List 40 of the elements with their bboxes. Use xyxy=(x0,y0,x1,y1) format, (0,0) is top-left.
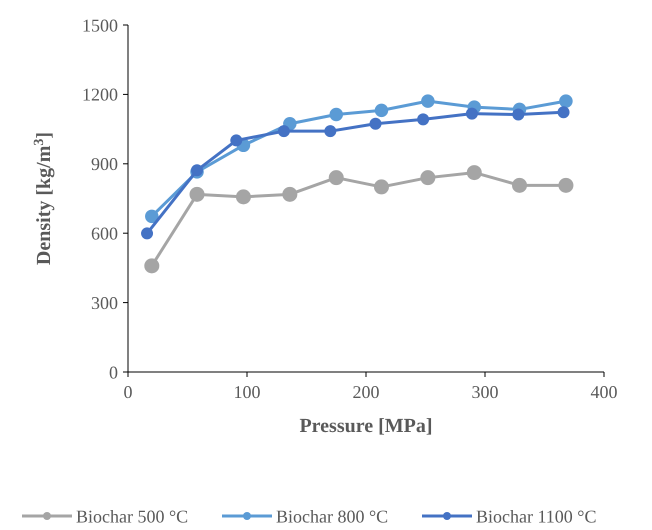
point xyxy=(420,170,436,186)
x-axis-title: Pressure [MPa] xyxy=(299,415,433,437)
point xyxy=(190,186,205,202)
point xyxy=(466,108,478,120)
point xyxy=(512,178,528,193)
point xyxy=(374,104,388,118)
point xyxy=(278,125,290,138)
point xyxy=(144,258,160,274)
point xyxy=(558,106,570,118)
point xyxy=(191,164,204,176)
point xyxy=(512,108,524,121)
point xyxy=(559,94,573,108)
legend-label: Biochar 1100 °C xyxy=(476,506,597,526)
x-tick-label: 100 xyxy=(234,382,260,402)
point xyxy=(145,210,159,224)
point xyxy=(421,94,435,108)
point xyxy=(282,186,298,202)
point xyxy=(236,189,251,204)
y-tick-label: 0 xyxy=(109,362,118,382)
x-tick-label: 200 xyxy=(352,382,380,402)
point xyxy=(328,170,344,186)
y-tick-label: 1200 xyxy=(82,84,118,105)
point xyxy=(417,113,430,126)
point xyxy=(330,108,343,122)
legend-label: Biochar 500 °C xyxy=(76,506,188,526)
point xyxy=(370,118,382,130)
y-tick-label: 600 xyxy=(91,224,118,244)
point xyxy=(141,227,154,240)
y-tick-label: 1500 xyxy=(82,15,118,36)
y-tick-label: 300 xyxy=(91,292,118,313)
point xyxy=(230,134,242,146)
x-tick-label: 400 xyxy=(590,382,618,402)
point xyxy=(558,178,574,193)
point xyxy=(374,179,389,194)
point xyxy=(324,125,336,138)
y-tick-label: 900 xyxy=(91,154,118,174)
x-tick-label: 300 xyxy=(472,382,498,402)
x-tick-label: 0 xyxy=(124,382,132,402)
point xyxy=(466,165,482,180)
legend-label: Biochar 800 °C xyxy=(276,506,388,526)
